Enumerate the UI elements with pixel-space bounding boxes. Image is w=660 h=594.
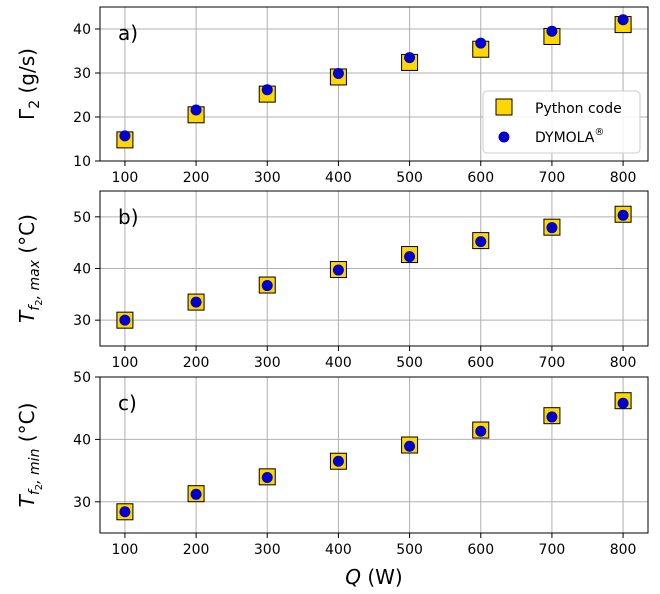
x-tick-label: 100 <box>112 542 139 558</box>
dymola-point <box>190 104 202 116</box>
dymola-point <box>261 84 273 96</box>
dymola-point <box>546 222 558 234</box>
dymola-point <box>119 506 131 518</box>
x-tick-label: 200 <box>183 355 210 371</box>
panel-3: 100 200 300 400 500 600 700 800 30 40 50 c) Tf2, min… <box>15 370 649 558</box>
dymola-point <box>617 14 629 26</box>
x-tick-label: 500 <box>396 170 423 186</box>
dymola-point <box>261 280 273 292</box>
x-tick-label: 500 <box>396 542 423 558</box>
legend-box <box>482 90 641 154</box>
dymola-point <box>404 52 416 64</box>
x-axis-title: Q (W) <box>345 565 403 589</box>
dymola-point <box>332 264 344 276</box>
y-tick-label: 20 <box>73 110 91 126</box>
x-tick-label: 800 <box>610 355 637 371</box>
dymola-point <box>190 296 202 308</box>
x-tick-label: 600 <box>467 542 494 558</box>
dymola-point <box>404 251 416 263</box>
x-tick-label: 300 <box>254 542 281 558</box>
y-tick-label: 30 <box>73 66 91 82</box>
panel-label: c) <box>118 391 137 415</box>
x-tick-label: 400 <box>325 170 352 186</box>
x-tick-label: 300 <box>254 170 281 186</box>
dymola-point <box>404 440 416 452</box>
plot-frame <box>99 6 649 162</box>
x-tick-label: 700 <box>539 170 566 186</box>
x-tick-label: 200 <box>183 542 210 558</box>
y-tick-label: 40 <box>73 22 91 38</box>
dymola-point <box>475 236 487 248</box>
x-tick-label: 700 <box>539 542 566 558</box>
legend: Python code DYMOLA® <box>482 90 641 154</box>
x-tick-label: 800 <box>610 542 637 558</box>
dymola-point <box>119 314 131 326</box>
y-axis-title: Tf2, max (°C) <box>15 214 45 323</box>
x-tick-label: 100 <box>112 355 139 371</box>
dymola-point <box>332 67 344 79</box>
plot-frame <box>99 376 649 534</box>
plot-frame <box>99 190 649 347</box>
legend-label-python: Python code <box>535 101 622 117</box>
legend-square-marker <box>495 98 513 116</box>
dymola-point <box>546 411 558 423</box>
x-tick-label: 400 <box>325 355 352 371</box>
x-tick-label: 600 <box>467 355 494 371</box>
y-tick-label: 30 <box>73 313 91 329</box>
x-tick-label: 100 <box>112 170 139 186</box>
dymola-point <box>546 25 558 37</box>
y-tick-label: 40 <box>73 262 91 278</box>
y-tick-label: 40 <box>73 432 91 448</box>
dymola-point <box>332 455 344 467</box>
x-tick-label: 300 <box>254 355 281 371</box>
x-tick-label: 800 <box>610 170 637 186</box>
dymola-point <box>119 130 131 142</box>
panel-label: a) <box>118 21 138 45</box>
panel-label: b) <box>118 205 139 229</box>
panel-2: 100 200 300 400 500 600 700 800 30 40 50 b) Tf2, max… <box>15 190 649 371</box>
y-tick-label: 10 <box>73 154 91 170</box>
legend-label-dymola: DYMOLA® <box>535 127 604 146</box>
y-axis-title: Tf2, min (°C) <box>15 403 45 508</box>
dymola-point <box>475 425 487 437</box>
legend-circle-marker <box>498 131 510 143</box>
dymola-point <box>190 488 202 500</box>
dymola-point <box>261 471 273 483</box>
y-tick-label: 30 <box>73 495 91 511</box>
y-tick-label: 50 <box>73 210 91 226</box>
panel-1: 100 200 300 400 500 600 700 800 10 20 30 40 a) Γ2 (g/… <box>15 6 649 186</box>
dymola-point <box>617 397 629 409</box>
x-tick-label: 500 <box>396 355 423 371</box>
y-axis-title: Γ2 (g/s) <box>15 48 43 120</box>
x-tick-label: 200 <box>183 170 210 186</box>
x-tick-label: 700 <box>539 355 566 371</box>
dymola-point <box>617 209 629 221</box>
x-tick-label: 600 <box>467 170 494 186</box>
x-tick-label: 400 <box>325 542 352 558</box>
y-tick-label: 50 <box>73 370 91 386</box>
dymola-point <box>475 37 487 49</box>
